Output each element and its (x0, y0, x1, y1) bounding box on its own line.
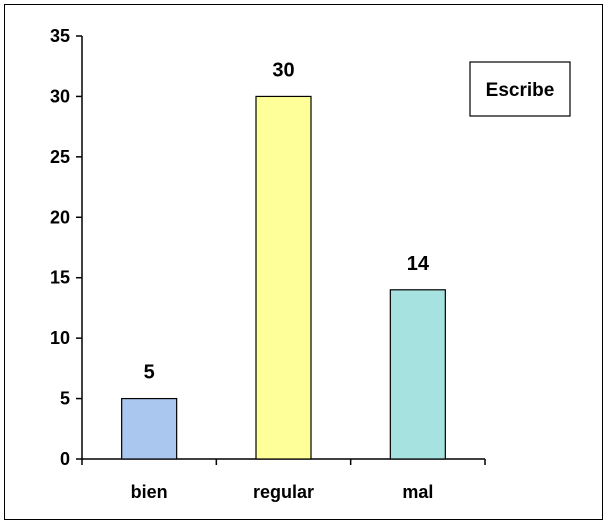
legend-box (469, 61, 571, 117)
bar-regular (255, 95, 312, 460)
legend: Escribe (469, 61, 571, 117)
category-label-bien: bien (131, 482, 168, 502)
y-tick-label: 35 (50, 26, 70, 46)
y-tick-label: 10 (50, 328, 70, 348)
y-tick-label: 0 (60, 449, 70, 469)
y-tick-label: 30 (50, 86, 70, 106)
category-label-regular: regular (253, 482, 314, 502)
labels: 5 bien 30 regular 14 mal (131, 59, 434, 502)
y-tick-label: 20 (50, 207, 70, 227)
bar-mal (389, 289, 446, 460)
legend-label: Escribe (486, 80, 555, 101)
data-label-mal: 14 (407, 253, 430, 275)
data-label-bien: 5 (144, 362, 155, 384)
data-label-regular: 30 (272, 59, 294, 81)
y-tick-label: 25 (50, 147, 70, 167)
bar-bien (121, 397, 178, 460)
bars (121, 95, 446, 460)
y-tick-label: 15 (50, 268, 70, 288)
y-ticks: 0 5 10 15 20 25 30 35 (50, 26, 486, 469)
category-label-mal: mal (402, 482, 433, 502)
y-tick-label: 5 (60, 389, 70, 409)
